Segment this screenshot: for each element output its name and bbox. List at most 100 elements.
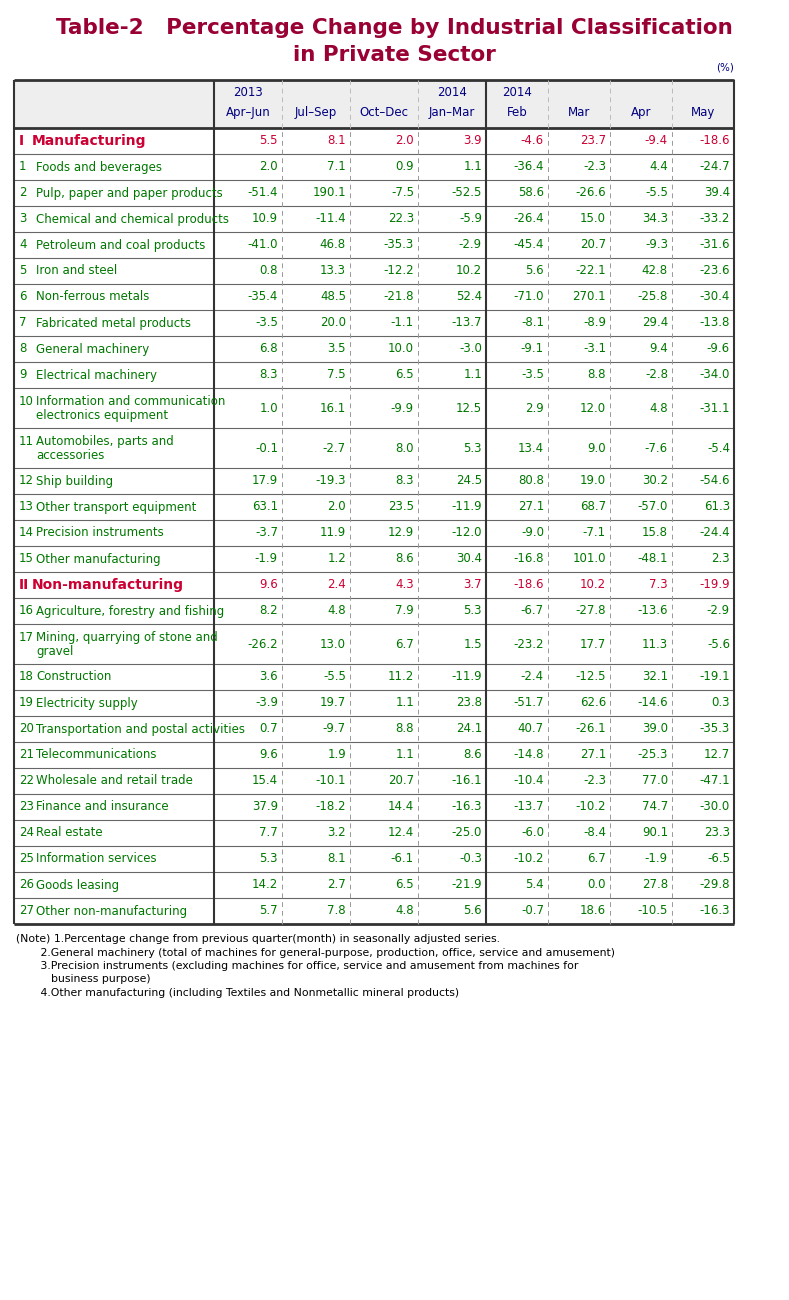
Text: -12.0: -12.0 [451, 526, 482, 539]
Text: Automobiles, parts and: Automobiles, parts and [36, 436, 174, 448]
Text: 3.9: 3.9 [463, 134, 482, 147]
Text: 10.2: 10.2 [580, 578, 606, 592]
Text: Transportation and postal activities: Transportation and postal activities [36, 723, 245, 736]
Text: 24.5: 24.5 [456, 474, 482, 488]
Text: Other transport equipment: Other transport equipment [36, 500, 196, 514]
Text: Chemical and chemical products: Chemical and chemical products [36, 212, 229, 225]
Text: -3.7: -3.7 [255, 526, 278, 539]
Text: 4: 4 [19, 238, 27, 251]
Text: -27.8: -27.8 [575, 604, 606, 617]
Text: -5.5: -5.5 [645, 186, 668, 199]
Text: -25.3: -25.3 [638, 749, 668, 762]
Text: 13.3: 13.3 [320, 264, 346, 277]
Text: -1.1: -1.1 [391, 316, 414, 329]
Text: -19.1: -19.1 [699, 671, 730, 684]
Text: 1.1: 1.1 [395, 749, 414, 762]
Bar [14, 81, 734, 127]
Text: 8.1: 8.1 [327, 134, 346, 147]
Text: 6.7: 6.7 [587, 853, 606, 866]
Text: 5.6: 5.6 [463, 905, 482, 918]
Bar [14, 179, 734, 205]
Text: -14.6: -14.6 [638, 697, 668, 710]
Text: -5.9: -5.9 [459, 212, 482, 225]
Text: 17.7: 17.7 [580, 637, 606, 650]
Bar [14, 598, 734, 624]
Text: -35.4: -35.4 [248, 290, 278, 303]
Text: 20.7: 20.7 [580, 238, 606, 251]
Bar [14, 494, 734, 520]
Text: -2.7: -2.7 [323, 442, 346, 455]
Text: 22.3: 22.3 [388, 212, 414, 225]
Text: -26.1: -26.1 [575, 723, 606, 736]
Text: -23.6: -23.6 [700, 264, 730, 277]
Text: -7.5: -7.5 [391, 186, 414, 199]
Text: Electricity supply: Electricity supply [36, 697, 138, 710]
Text: 1.0: 1.0 [260, 402, 278, 415]
Text: -2.8: -2.8 [645, 368, 668, 381]
Text: 8.1: 8.1 [327, 853, 346, 866]
Text: 52.4: 52.4 [456, 290, 482, 303]
Text: 3.6: 3.6 [260, 671, 278, 684]
Text: Non-manufacturing: Non-manufacturing [32, 578, 184, 592]
Text: -9.6: -9.6 [707, 342, 730, 355]
Text: 37.9: 37.9 [252, 801, 278, 814]
Bar [14, 572, 734, 598]
Text: Jan–Mar: Jan–Mar [428, 107, 475, 120]
Text: 12.9: 12.9 [387, 526, 414, 539]
Text: 12: 12 [19, 474, 34, 488]
Text: 5.7: 5.7 [260, 905, 278, 918]
Text: -9.0: -9.0 [521, 526, 544, 539]
Bar [14, 335, 734, 361]
Bar [14, 846, 734, 872]
Text: 2013: 2013 [233, 86, 263, 99]
Text: 1.2: 1.2 [327, 552, 346, 566]
Text: Electrical machinery: Electrical machinery [36, 368, 157, 381]
Text: Apr–Jun: Apr–Jun [226, 107, 271, 120]
Text: -11.9: -11.9 [451, 500, 482, 514]
Text: -35.3: -35.3 [383, 238, 414, 251]
Bar [14, 205, 734, 231]
Text: 4.8: 4.8 [649, 402, 668, 415]
Text: I: I [19, 134, 24, 148]
Text: 5.6: 5.6 [525, 264, 544, 277]
Text: 4.4: 4.4 [649, 160, 668, 173]
Text: Goods leasing: Goods leasing [36, 879, 119, 892]
Text: 15.0: 15.0 [580, 212, 606, 225]
Text: General machinery: General machinery [36, 342, 149, 355]
Text: 2.4: 2.4 [327, 578, 346, 592]
Text: 30.4: 30.4 [456, 552, 482, 566]
Text: 3.5: 3.5 [327, 342, 346, 355]
Text: 23.8: 23.8 [456, 697, 482, 710]
Bar [14, 127, 734, 153]
Text: -34.0: -34.0 [700, 368, 730, 381]
Text: -9.9: -9.9 [391, 402, 414, 415]
Text: -51.4: -51.4 [248, 186, 278, 199]
Bar [14, 742, 734, 768]
Text: 62.6: 62.6 [580, 697, 606, 710]
Text: 2.0: 2.0 [395, 134, 414, 147]
Text: -2.9: -2.9 [707, 604, 730, 617]
Text: -71.0: -71.0 [514, 290, 544, 303]
Text: 15: 15 [19, 552, 34, 566]
Text: 11.2: 11.2 [387, 671, 414, 684]
Bar [14, 387, 734, 428]
Text: gravel: gravel [36, 645, 73, 658]
Text: 80.8: 80.8 [518, 474, 544, 488]
Bar [14, 820, 734, 846]
Text: -13.7: -13.7 [451, 316, 482, 329]
Text: 7.9: 7.9 [395, 604, 414, 617]
Text: -6.1: -6.1 [391, 853, 414, 866]
Text: 4.8: 4.8 [395, 905, 414, 918]
Text: 23: 23 [19, 801, 34, 814]
Text: Jul–Sep: Jul–Sep [295, 107, 337, 120]
Text: 30.2: 30.2 [642, 474, 668, 488]
Text: -26.6: -26.6 [575, 186, 606, 199]
Text: 7.8: 7.8 [327, 905, 346, 918]
Text: 10.2: 10.2 [456, 264, 482, 277]
Text: 2.General machinery (total of machines for general-purpose, production, office, : 2.General machinery (total of machines f… [16, 948, 615, 958]
Text: -19.3: -19.3 [316, 474, 346, 488]
Text: 21: 21 [19, 749, 34, 762]
Text: -6.7: -6.7 [521, 604, 544, 617]
Text: 11: 11 [19, 436, 34, 448]
Text: 12.0: 12.0 [580, 402, 606, 415]
